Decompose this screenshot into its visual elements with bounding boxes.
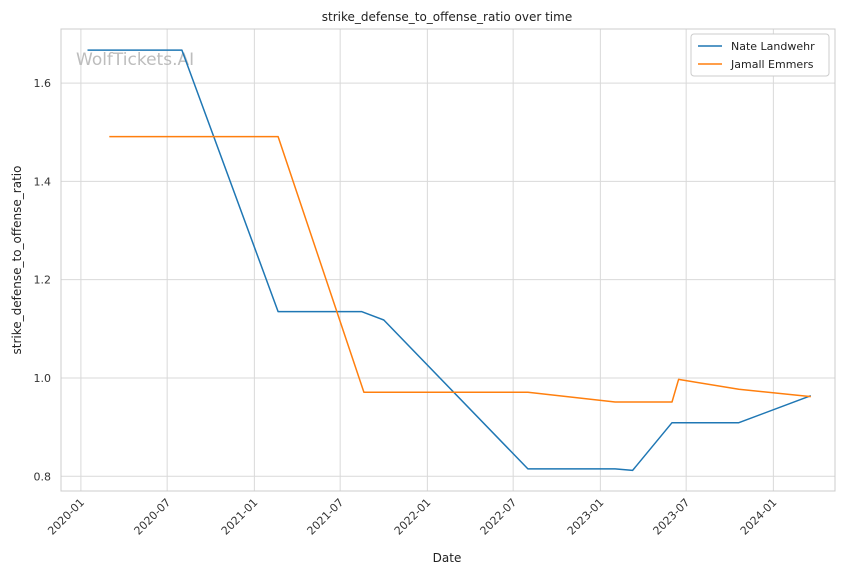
grid <box>61 29 835 491</box>
series-line-jamall-emmers <box>109 135 811 403</box>
legend-box <box>690 33 830 77</box>
legend: Nate Landwehr Jamall Emmers <box>690 33 830 77</box>
chart-title: strike_defense_to_offense_ratio over tim… <box>322 10 572 24</box>
x-axis-label: Date <box>433 551 462 565</box>
y-tick-label-1-4: 1.4 <box>34 175 52 188</box>
legend-label-nate-landwehr: Nate Landwehr <box>731 40 815 53</box>
watermark: WolfTickets.AI <box>76 50 194 70</box>
y-tick-label-1-2: 1.2 <box>34 274 52 287</box>
series-line-nate-landwehr <box>87 49 812 472</box>
series-lines <box>87 49 812 472</box>
y-tick-label-1: 1.0 <box>34 372 52 385</box>
legend-label-jamall-emmers: Jamall Emmers <box>730 58 814 71</box>
y-axis-label: strike_defense_to_offense_ratio <box>10 166 24 355</box>
y-tick-label-0-8: 0.8 <box>34 470 52 483</box>
plot-frame <box>60 28 836 492</box>
y-tick-labels: 0.8 1.0 1.2 1.4 1.6 <box>34 77 52 483</box>
y-tick-label-1-6: 1.6 <box>34 77 52 90</box>
